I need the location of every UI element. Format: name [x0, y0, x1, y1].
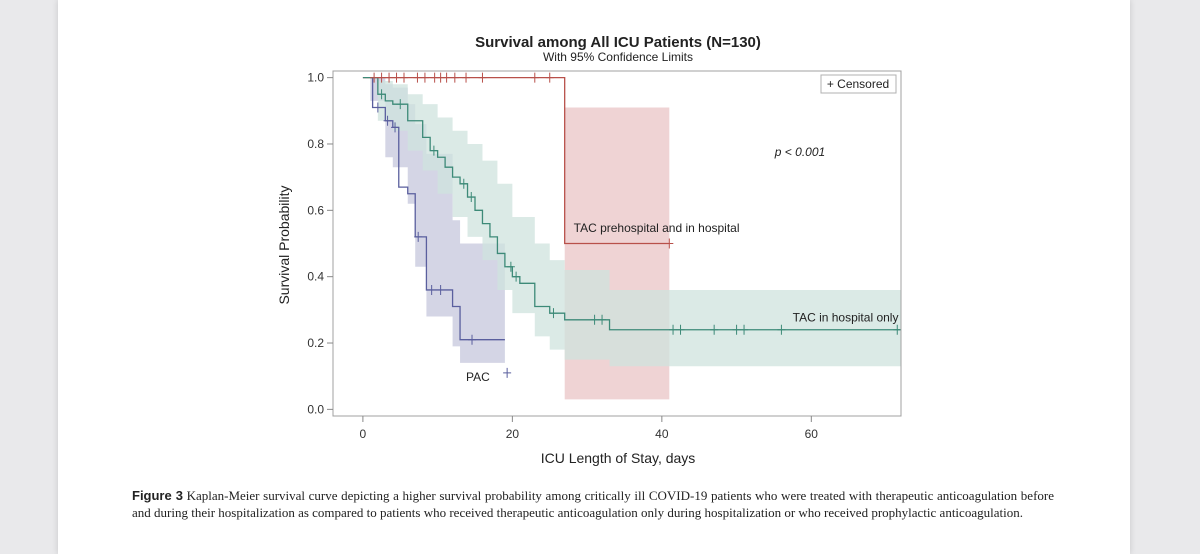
- legend-censored-label: + Censored: [827, 77, 889, 91]
- caption-label: Figure 3: [132, 488, 183, 503]
- chart-subtitle: With 95% Confidence Limits: [543, 50, 693, 64]
- series-label-tac-prehospital-and-in-hospital: TAC prehospital and in hospital: [574, 221, 740, 235]
- censor-mark-tac-in-hospital-only: [598, 314, 607, 325]
- censor-mark-tac-in-hospital-only: [377, 89, 386, 100]
- censor-mark-tac-prehospital-and-in-hospital: [392, 72, 401, 83]
- censor-mark-tac-in-hospital-only: [429, 145, 438, 156]
- chart-title: Survival among All ICU Patients (N=130): [475, 34, 761, 51]
- censor-mark-pac: [373, 102, 382, 113]
- censor-mark-tac-in-hospital-only: [893, 324, 902, 335]
- censor-mark-tac-prehospital-and-in-hospital: [450, 72, 459, 83]
- y-tick-label: 0.2: [307, 336, 324, 350]
- censor-mark-tac-in-hospital-only: [777, 324, 786, 335]
- censor-mark-tac-prehospital-and-in-hospital: [478, 72, 487, 83]
- censor-mark-tac-in-hospital-only: [512, 271, 521, 282]
- censor-mark-tac-in-hospital-only: [740, 324, 749, 335]
- censor-mark-tac-in-hospital-only: [732, 324, 741, 335]
- series-labels: PAC TAC prehospital and in hospital TAC in…: [466, 221, 898, 384]
- censor-mark-pac: [468, 334, 477, 345]
- y-tick-label: 0.8: [307, 137, 324, 151]
- series-label-tac-in-hospital-only: TAC in hospital only: [793, 310, 899, 324]
- censor-mark-tac-in-hospital-only: [506, 261, 515, 272]
- censor-mark-tac-prehospital-and-in-hospital: [420, 72, 429, 83]
- censor-mark-tac-prehospital-and-in-hospital: [530, 72, 539, 83]
- y-tick-label: 0.6: [307, 203, 324, 217]
- x-tick-label: 20: [506, 427, 520, 441]
- confidence-band-pac: [370, 77, 505, 387]
- censor-mark-tac-prehospital-and-in-hospital: [442, 72, 451, 83]
- censor-mark-tac-prehospital-and-in-hospital: [665, 238, 674, 249]
- y-tick-label: 0.0: [307, 402, 324, 416]
- censor-mark-tac-prehospital-and-in-hospital: [385, 72, 394, 83]
- censor-mark-tac-in-hospital-only: [676, 324, 685, 335]
- censor-mark-tac-prehospital-and-in-hospital: [413, 72, 422, 83]
- y-tick-label: 0.4: [307, 270, 324, 284]
- censor-mark-tac-in-hospital-only: [590, 314, 599, 325]
- y-axis-label: Survival Probability: [276, 185, 292, 304]
- censor-mark-tac-in-hospital-only: [467, 192, 476, 203]
- censor-mark-tac-prehospital-and-in-hospital: [400, 72, 408, 83]
- censor-mark-tac-in-hospital-only: [549, 308, 558, 319]
- confidence-bands: [370, 77, 901, 400]
- y-axis: 0.0 0.2 0.4 0.6 0.8 1.0: [307, 71, 333, 416]
- series-label-pac: PAC: [466, 370, 490, 384]
- p-value-annotation: p < 0.001: [774, 145, 825, 159]
- censor-mark-tac-in-hospital-only: [396, 99, 405, 110]
- censor-mark-tac-in-hospital-only: [669, 324, 678, 335]
- censor-mark-tac-prehospital-and-in-hospital: [377, 72, 386, 83]
- censor-mark-pac: [503, 367, 512, 378]
- confidence-band-tac-in-hospital-only: [377, 80, 901, 367]
- censor-mark-pac: [383, 115, 392, 126]
- censor-mark-pac: [436, 284, 445, 295]
- legend: + Censored: [820, 74, 897, 94]
- y-tick-label: 1.0: [307, 71, 324, 85]
- caption-text: Kaplan-Meier survival curve depicting a …: [132, 488, 1055, 520]
- censor-marks: [370, 72, 902, 378]
- censor-mark-tac-prehospital-and-in-hospital: [462, 72, 471, 83]
- censor-mark-pac: [414, 231, 423, 242]
- censor-mark-pac: [391, 122, 400, 133]
- censor-mark-tac-in-hospital-only: [459, 178, 468, 189]
- figure-caption: Figure 3 Kaplan-Meier survival curve dep…: [132, 487, 1054, 521]
- x-axis: 0 20 40 60: [360, 416, 819, 441]
- km-chart: Survival among All ICU Patients (N=130) …: [276, 34, 902, 466]
- survival-curve-pac: [370, 76, 505, 341]
- x-tick-label: 40: [655, 427, 669, 441]
- censor-mark-pac: [427, 284, 436, 295]
- x-tick-label: 0: [360, 427, 367, 441]
- x-axis-label: ICU Length of Stay, days: [541, 450, 696, 466]
- x-tick-label: 60: [805, 427, 819, 441]
- censor-mark-tac-prehospital-and-in-hospital: [370, 72, 379, 83]
- legend-box: [820, 74, 897, 94]
- plot-frame: [332, 70, 902, 417]
- censor-mark-tac-prehospital-and-in-hospital: [545, 72, 554, 83]
- censor-mark-tac-in-hospital-only: [710, 324, 719, 335]
